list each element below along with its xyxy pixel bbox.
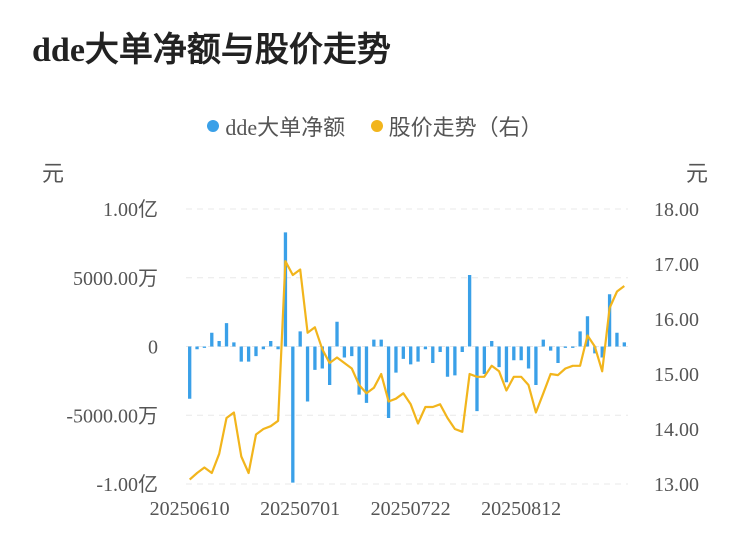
left-tick-label: 1.00亿 (103, 198, 158, 221)
bar (453, 346, 457, 376)
bar (188, 346, 192, 399)
bar (482, 346, 487, 374)
bar (519, 346, 523, 361)
bar (202, 346, 207, 348)
bar (350, 346, 354, 357)
bar (232, 342, 236, 347)
legend-bar-marker (207, 120, 220, 132)
bar (239, 346, 243, 362)
bar (313, 346, 317, 370)
bar (254, 346, 258, 357)
left-tick-label: -5000.00万 (66, 405, 158, 427)
bar (556, 346, 560, 363)
legend-line-marker (370, 120, 383, 132)
bar (526, 346, 531, 369)
right-tick-label: 14.00 (654, 419, 699, 441)
legend-bar-label: dde大单净额 (225, 115, 346, 140)
bar (364, 346, 369, 403)
bar (431, 346, 435, 363)
left-tick-label: 0 (148, 337, 158, 359)
left-axis-unit: 元 (42, 161, 65, 186)
bar (298, 331, 302, 347)
bar (512, 346, 516, 361)
bar (357, 346, 361, 395)
bar (490, 341, 494, 347)
bar (460, 346, 464, 352)
bar (622, 342, 626, 347)
right-axis-unit: 元 (685, 161, 708, 186)
bar (372, 339, 376, 347)
right-tick-label: 17.00 (654, 254, 699, 276)
bar (224, 323, 229, 347)
bar (548, 346, 553, 351)
right-tick-label: 13.00 (654, 474, 699, 496)
bar (475, 346, 479, 412)
bar (615, 332, 619, 347)
bar (195, 346, 199, 350)
bar (217, 341, 221, 347)
bar (607, 294, 612, 347)
bar (497, 346, 501, 368)
bar (276, 346, 280, 350)
bar (578, 331, 582, 347)
left-tick-label: -1.00亿 (96, 473, 158, 496)
bar (320, 346, 324, 369)
bar (305, 346, 310, 402)
bar (379, 339, 383, 347)
chart-title: dde大单净额与股价走势 (32, 32, 391, 69)
bar (210, 332, 214, 347)
right-tick-label: 18.00 (654, 199, 699, 221)
bar (335, 321, 339, 347)
bar (438, 346, 442, 352)
bar (445, 346, 450, 377)
bar (467, 275, 472, 347)
bar (269, 341, 273, 347)
x-tick-label: 20250722 (371, 498, 451, 520)
bar (261, 346, 266, 350)
legend: dde大单净额 股价走势（右） (0, 110, 750, 142)
legend-item-line[interactable]: 股价走势（右） (370, 110, 543, 142)
bar (291, 346, 295, 483)
bar (571, 346, 575, 348)
bar (563, 346, 568, 348)
bar (394, 346, 398, 373)
price-line (188, 260, 625, 481)
bar (585, 316, 590, 347)
right-tick-label: 16.00 (654, 309, 699, 331)
right-tick-label: 15.00 (654, 364, 699, 386)
bar (600, 346, 604, 358)
bar (541, 339, 545, 347)
bar (423, 346, 428, 350)
bar (327, 346, 332, 385)
bar (342, 346, 347, 358)
legend-line-label: 股价走势（右） (388, 115, 543, 140)
x-tick-label: 20250812 (481, 498, 561, 520)
bar (283, 232, 288, 347)
bar (504, 346, 509, 383)
bar (534, 346, 538, 385)
x-tick-label: 20250610 (150, 498, 230, 520)
bar (416, 346, 420, 362)
x-tick-label: 20250701 (260, 498, 340, 520)
legend-item-bar[interactable]: dde大单净额 (207, 110, 345, 142)
bar (386, 346, 391, 418)
bar (246, 346, 251, 362)
left-tick-label: 5000.00万 (73, 268, 158, 290)
bar (409, 346, 413, 365)
bar (401, 346, 405, 359)
